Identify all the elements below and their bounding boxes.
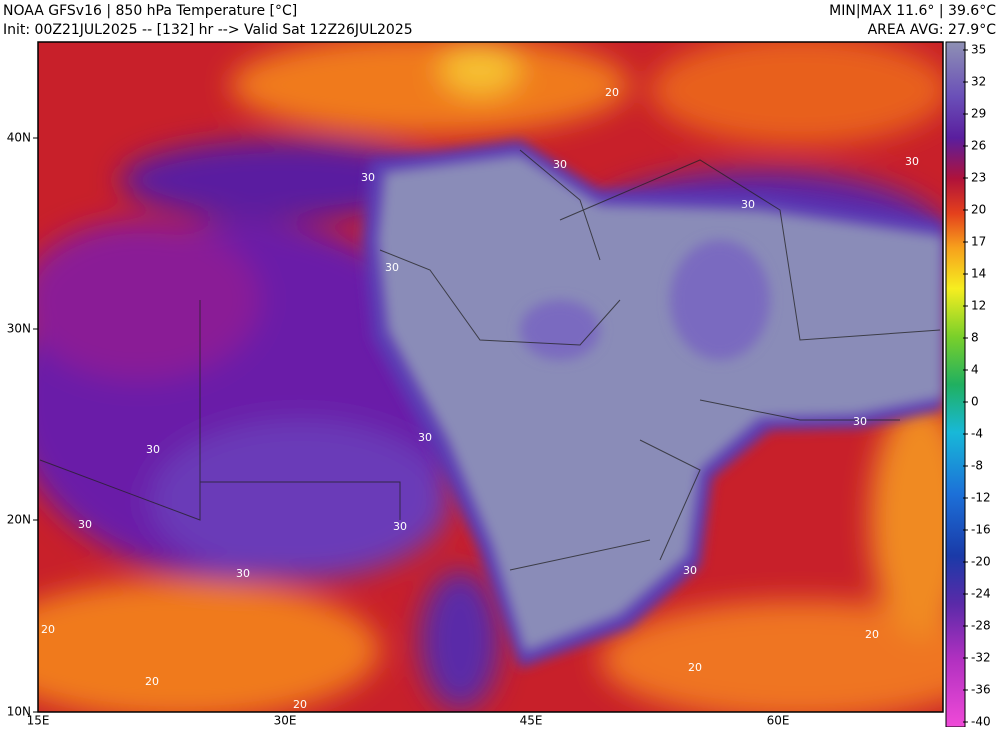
colorbar-label: 32 [971,75,986,89]
colorbar-label: -28 [971,619,991,633]
colorbar-label: 20 [971,203,986,217]
colorbar-label: -24 [971,587,991,601]
init-line: Init: 00Z21JUL2025 -- [132] hr --> Valid… [3,22,413,38]
contour-label: 20 [605,86,619,99]
lat-label: 40N [7,131,31,145]
contour-label: 30 [853,415,867,428]
lat-label: 30N [7,322,31,336]
colorbar-label: 17 [971,235,986,249]
lon-label: 60E [767,714,790,728]
contour-label: 30 [683,564,697,577]
lat-label: 20N [7,513,31,527]
colorbar-label: 29 [971,107,986,121]
colorbar-label: -40 [971,715,991,728]
contour-label: 20 [41,623,55,636]
contour-label: 30 [146,443,160,456]
colorbar-label: -12 [971,491,991,505]
colorbar-label: 4 [971,363,979,377]
colorbar-label: 12 [971,299,986,313]
area-average: AREA AVG: 27.9°C [868,22,997,38]
colorbar-label: -16 [971,523,991,537]
map-frame [37,41,944,713]
contour-label: 20 [293,698,307,711]
contour-label: 30 [418,431,432,444]
colorbar-label: 35 [971,43,986,57]
colorbar-label: -20 [971,555,991,569]
min-max: MIN|MAX 11.6° | 39.6°C [829,3,996,19]
contour-label: 30 [236,567,250,580]
contour-label: 30 [385,261,399,274]
lon-label: 15E [27,714,50,728]
contour-label: 30 [393,520,407,533]
lon-label: 30E [274,714,297,728]
colorbar-label: -4 [971,427,983,441]
colorbar [945,41,966,728]
contour-label: 20 [688,661,702,674]
contour-label: 20 [865,628,879,641]
colorbar-label: 0 [971,395,979,409]
contour-label: 30 [78,518,92,531]
title: NOAA GFSv16 | 850 hPa Temperature [°C] [3,3,297,19]
colorbar-label: -36 [971,683,991,697]
contour-label: 20 [145,675,159,688]
colorbar-label: 8 [971,331,979,345]
colorbar-label: 23 [971,171,986,185]
colorbar-label: 26 [971,139,986,153]
colorbar-label: -32 [971,651,991,665]
colorbar-label: -8 [971,459,983,473]
temperature-field [38,42,943,712]
colorbar-label: 14 [971,267,986,281]
contour-label: 30 [361,171,375,184]
lon-label: 45E [520,714,543,728]
contour-label: 30 [553,158,567,171]
contour-label: 30 [905,155,919,168]
contour-label: 30 [741,198,755,211]
lat-label: 10N [7,705,31,719]
